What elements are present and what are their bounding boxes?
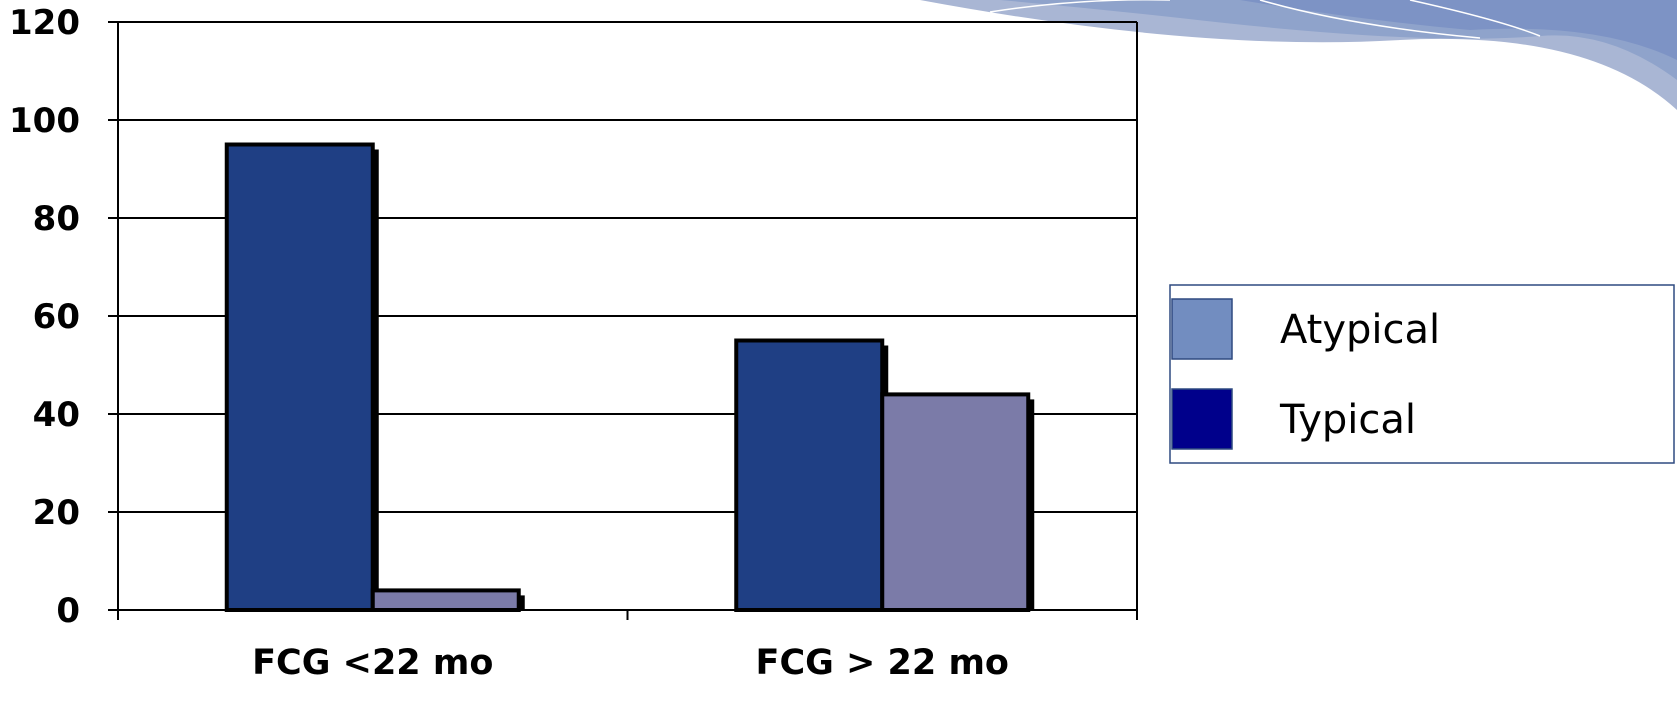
x-category-label: FCG > 22 mo — [756, 643, 1009, 683]
y-tick-label: 20 — [33, 493, 80, 533]
legend-box — [1169, 284, 1675, 464]
axes — [117, 22, 1138, 620]
bars — [224, 142, 1035, 613]
x-category-labels: FCG <22 mo FCG > 22 mo — [252, 643, 1009, 683]
legend-label-atypical: Atypical — [1280, 307, 1440, 353]
bar-atypical-0 — [370, 588, 521, 613]
bar-typical-1 — [734, 338, 885, 612]
banner-swoosh-decoration — [920, 0, 1677, 110]
x-category-label: FCG <22 mo — [252, 643, 493, 683]
y-tick-label: 60 — [33, 297, 80, 337]
swoosh-highlight-3 — [1409, 0, 1541, 37]
legend: Atypical Typical — [1169, 284, 1675, 464]
y-tick-labels: 0 20 40 60 80 100 120 — [9, 3, 80, 631]
legend-label-typical: Typical — [1279, 397, 1416, 443]
legend-swatch-atypical — [1171, 298, 1233, 360]
y-tick-label: 100 — [9, 101, 80, 141]
bar-typical-0 — [224, 142, 375, 612]
y-tick-label: 0 — [56, 591, 80, 631]
bar-atypical-1 — [880, 392, 1031, 612]
y-tick-label: 40 — [33, 395, 80, 435]
y-tick-label: 120 — [9, 3, 80, 43]
swoosh-band-front — [1240, 0, 1677, 60]
swoosh-highlight-2 — [1259, 0, 1481, 39]
legend-swatch-typical — [1171, 388, 1233, 450]
swoosh-highlight-1 — [989, 0, 1170, 13]
y-tick-label: 80 — [33, 199, 80, 239]
